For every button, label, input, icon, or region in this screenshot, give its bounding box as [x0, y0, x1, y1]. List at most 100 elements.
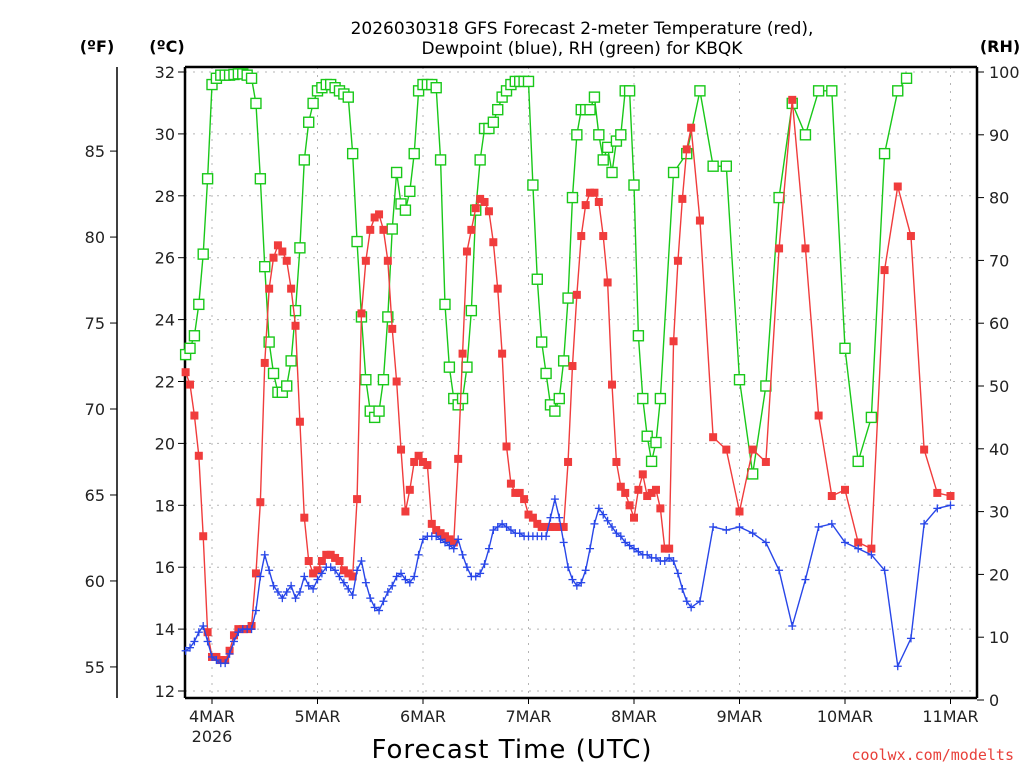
rh-point — [303, 116, 315, 128]
dewpoint-point — [673, 569, 682, 578]
rh-point — [760, 380, 772, 392]
dewpoint-point — [542, 532, 551, 541]
x-tick-label: 10MAR — [817, 707, 873, 726]
temperature-point — [590, 188, 599, 197]
dewpoint-line — [185, 498, 951, 669]
dewpoint-point — [339, 578, 348, 587]
temperature-point — [528, 513, 537, 522]
series-temperature — [181, 95, 955, 665]
dewpoint-point — [383, 587, 392, 596]
rh-point — [584, 103, 596, 116]
temperature-point — [559, 522, 568, 531]
dewpoint-point — [867, 550, 876, 559]
temperature-point — [586, 188, 595, 197]
temperature-point — [199, 532, 208, 541]
rh-point — [601, 141, 614, 154]
temperature-point — [801, 244, 810, 253]
temperature-point — [608, 380, 617, 389]
temperature-point — [616, 482, 625, 491]
temperature-point — [454, 454, 463, 463]
dewpoint-point — [946, 501, 955, 510]
dewpoint-point — [761, 538, 770, 547]
credit-link[interactable]: coolwx.com/modelts — [851, 746, 1014, 764]
rh-point — [250, 97, 262, 110]
temperature-point — [880, 266, 889, 275]
dewpoint-point — [506, 526, 515, 535]
dewpoint-point — [440, 538, 449, 547]
temperature-point — [484, 207, 493, 216]
temperature-point — [656, 504, 665, 513]
rh-point — [826, 85, 838, 97]
dewpoint-point — [313, 575, 322, 584]
dewpoint-point — [748, 529, 757, 538]
celsius-tick-label: 20 — [155, 434, 175, 453]
temperature-point — [788, 95, 797, 104]
dewpoint-point — [225, 649, 234, 658]
rh-point — [553, 392, 565, 405]
dewpoint-point — [603, 516, 612, 525]
x-tick-label: 8MAR — [611, 707, 657, 726]
rh-point — [588, 91, 601, 103]
temperature-point — [194, 451, 203, 460]
dewpoint-point — [687, 603, 696, 612]
temperature-point — [331, 553, 340, 562]
dewpoint-point — [643, 550, 652, 559]
rh-point — [487, 116, 500, 128]
temperature-point — [906, 232, 915, 241]
dewpoint-point — [212, 656, 221, 665]
fahrenheit-unit-label: (ºF) — [80, 37, 115, 56]
temperature-point — [893, 182, 902, 191]
temperature-point — [537, 522, 546, 531]
rh-point — [342, 91, 354, 103]
rh-tick-label: 30 — [989, 503, 1009, 522]
rh-point — [346, 147, 359, 160]
dewpoint-point — [208, 652, 216, 661]
dewpoint-point — [651, 553, 660, 562]
celsius-tick-label: 26 — [155, 249, 175, 268]
celsius-tick-label: 24 — [155, 311, 175, 330]
rh-point — [360, 374, 372, 386]
dewpoint-point — [186, 643, 195, 652]
temperature-point — [647, 488, 656, 497]
temperature-point — [709, 433, 718, 442]
dewpoint-point — [612, 529, 621, 538]
rh-point — [637, 392, 649, 405]
rh-point — [549, 405, 561, 417]
temperature-point — [854, 538, 863, 547]
temperature-point — [493, 284, 502, 293]
temperature-point — [186, 380, 195, 389]
rh-point — [531, 273, 543, 285]
dewpoint-point — [317, 569, 326, 578]
dewpoint-point — [695, 597, 704, 606]
rh-point — [878, 147, 891, 160]
temperature-point — [502, 442, 511, 451]
celsius-unit-label: (ºC) — [149, 37, 184, 56]
rh-point — [720, 160, 733, 172]
dewpoint-point — [476, 569, 485, 578]
rh-point — [289, 304, 302, 317]
rh-point — [892, 85, 904, 97]
temperature-point — [520, 495, 529, 504]
dewpoint-point — [234, 628, 243, 637]
dewpoint-point — [304, 581, 313, 590]
temperature-point — [229, 631, 238, 640]
temperature-point — [748, 445, 757, 454]
rh-point — [285, 355, 297, 367]
temperature-point — [775, 244, 784, 253]
temperature-point — [423, 461, 432, 470]
dewpoint-point — [594, 504, 603, 513]
dewpoint-point — [801, 575, 810, 584]
temperature-point — [344, 569, 353, 578]
temperature-point — [339, 566, 348, 575]
rh-point — [254, 173, 267, 185]
dewpoint-point — [621, 538, 630, 547]
temperature-point — [273, 241, 282, 250]
rh-unit-label: (RH) — [980, 37, 1020, 56]
temperature-point — [379, 225, 388, 234]
dewpoint-point — [564, 563, 573, 572]
rh-point — [474, 154, 486, 166]
rh-point — [184, 342, 196, 355]
dewpoint-point — [335, 572, 344, 581]
celsius-tick-label: 32 — [155, 63, 175, 82]
rh-point — [263, 336, 275, 348]
